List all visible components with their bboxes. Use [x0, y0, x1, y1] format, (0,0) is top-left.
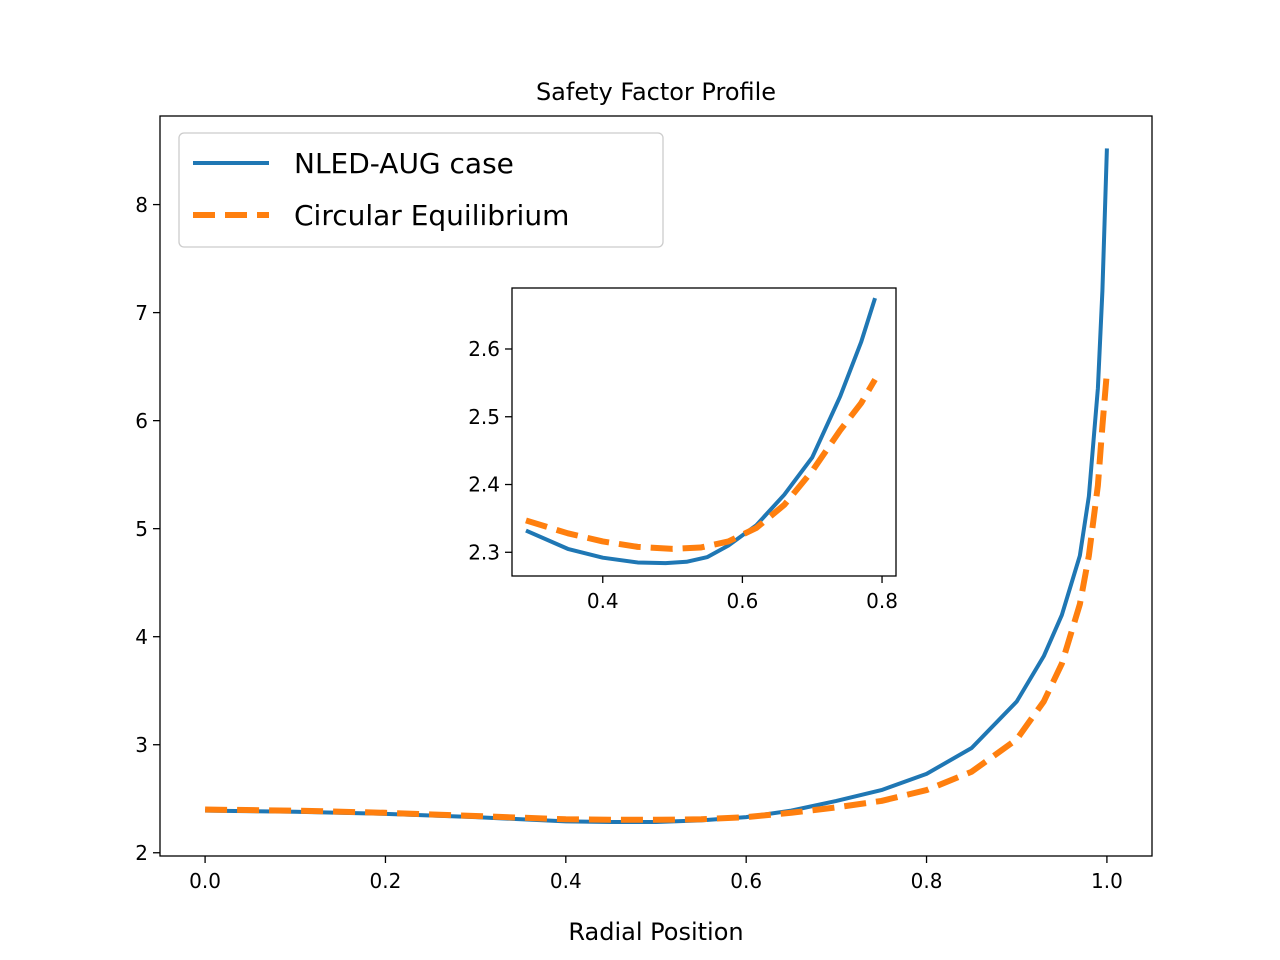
chart-title: Safety Factor Profile: [536, 78, 776, 106]
main-x-tick-label: 0.2: [370, 869, 402, 893]
inset-series-circular-equilibrium: [525, 377, 878, 552]
main-x-tick-label: 0.8: [911, 869, 943, 893]
inset-y-tick-label: 2.4: [468, 473, 500, 497]
inset-series-nled-aug-case: [525, 297, 877, 566]
main-y-tick-label: 8: [135, 193, 148, 217]
main-axes: 0.0 0.2 0.4 0.6 0.8 1.0 2 3 4 5 6 7 8 Safety Factor…: [135, 78, 1153, 946]
legend-box: [178, 132, 664, 248]
inset-axes: 0.4 0.6 0.8 2.3 2.4 2.5 2.6: [468, 287, 898, 613]
legend-label-circular-equilibrium: Circular Equilibrium: [294, 199, 569, 232]
inset-x-tick-label: 0.8: [866, 589, 898, 613]
legend-label-nled-aug: NLED-AUG case: [294, 147, 514, 180]
inset-axes-frame: [511, 287, 897, 577]
main-y-tick-label: 5: [135, 517, 148, 541]
main-series-nled-aug-case: [205, 148, 1109, 824]
inset-x-tick-label: 0.6: [726, 589, 758, 613]
inset-y-tick-label: 2.6: [468, 337, 500, 361]
main-y-tick-label: 3: [135, 733, 148, 757]
main-y-tick-label: 4: [135, 625, 148, 649]
main-x-tick-label: 0.4: [550, 869, 582, 893]
main-y-tick-label: 6: [135, 409, 148, 433]
main-y-tick-label: 2: [135, 841, 148, 865]
legend: NLED-AUG case Circular Equilibrium: [178, 132, 664, 248]
inset-y-tick-label: 2.3: [468, 540, 500, 564]
x-axis-label: Radial Position: [568, 918, 743, 946]
main-series-circular-equilibrium: [205, 371, 1110, 823]
main-x-tick-label: 0.6: [730, 869, 762, 893]
main-x-tick-label: 1.0: [1091, 869, 1123, 893]
inset-background: [512, 288, 896, 576]
main-axes-frame: [159, 115, 1153, 857]
main-y-tick-label: 7: [135, 301, 148, 325]
inset-y-tick-label: 2.5: [468, 405, 500, 429]
main-x-tick-label: 0.0: [189, 869, 221, 893]
inset-x-tick-label: 0.4: [587, 589, 619, 613]
